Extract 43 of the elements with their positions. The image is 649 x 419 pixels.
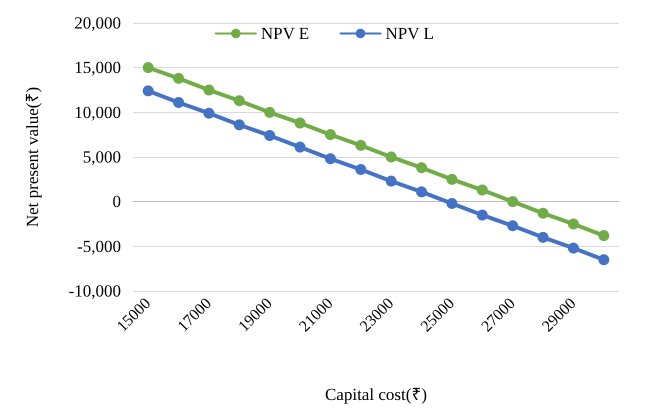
point [203, 84, 214, 96]
point [446, 174, 458, 185]
point [568, 242, 579, 254]
point [264, 130, 276, 142]
legend-label: NPV E [260, 24, 310, 43]
y-tick-label: -5,000 [77, 236, 121, 256]
point [234, 95, 245, 106]
point [507, 220, 518, 232]
point [476, 210, 488, 221]
point [476, 184, 488, 196]
point [173, 97, 184, 108]
point [416, 186, 428, 198]
point [203, 108, 214, 119]
point [538, 208, 549, 219]
y-tick-label: 15,000 [74, 58, 121, 78]
x-axis-title: Capital cost(₹) [324, 385, 428, 404]
y-axis-title: Net present value(₹) [23, 86, 42, 228]
point [324, 153, 336, 164]
point [416, 162, 428, 174]
point [264, 106, 276, 118]
y-tick-label: 20,000 [74, 14, 121, 32]
point [598, 230, 610, 242]
y-tick-label: 0 [112, 192, 121, 212]
point [598, 254, 610, 266]
point [538, 232, 549, 243]
point [355, 140, 366, 151]
point [446, 198, 458, 209]
y-tick-label: 5,000 [82, 148, 121, 166]
point [294, 118, 306, 129]
point [234, 119, 245, 130]
point [568, 218, 579, 230]
point [355, 164, 366, 176]
point [142, 62, 154, 74]
point [386, 152, 397, 162]
y-tick-label: -10,000 [68, 282, 121, 300]
point [294, 142, 306, 153]
point [507, 196, 518, 208]
legend-label: NPV L [386, 24, 434, 43]
point [386, 176, 397, 187]
point [142, 85, 154, 96]
point [324, 129, 336, 140]
y-tick-label: 10,000 [74, 102, 121, 122]
point [173, 72, 184, 84]
